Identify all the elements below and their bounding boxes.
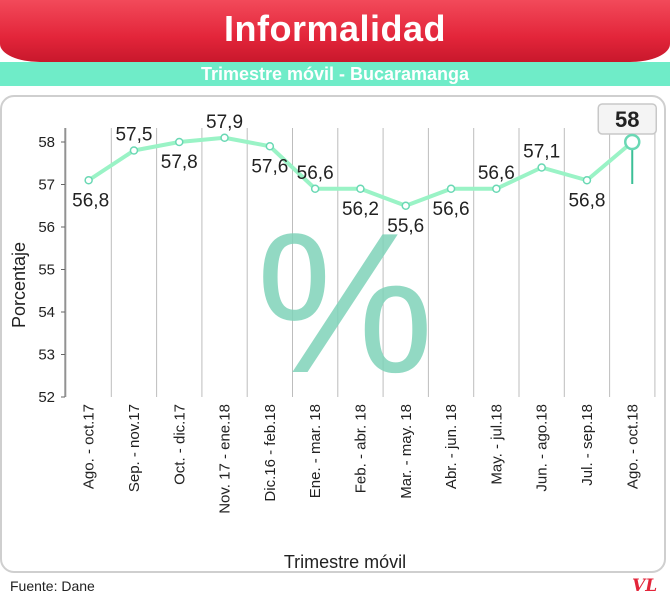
x-tick-label: Mar. - may. 18 — [398, 404, 415, 499]
data-label: 56,2 — [342, 199, 379, 220]
data-label: 56,6 — [478, 163, 515, 184]
data-point — [537, 163, 546, 172]
data-point — [310, 184, 320, 193]
percent-watermark: % — [256, 192, 434, 415]
data-label: 57,8 — [161, 152, 198, 173]
x-tick-label: Jul. - sep.18 — [579, 404, 596, 486]
x-tick-label: Sep. - nov.17 — [126, 404, 143, 492]
x-tick-label: Nov. 17 - ene.18 — [217, 404, 234, 514]
data-label: 55,6 — [387, 216, 424, 237]
data-point — [129, 146, 139, 155]
y-tick-label: 54 — [38, 304, 55, 321]
data-label: 58 — [615, 107, 639, 132]
data-label: 57,9 — [206, 112, 243, 133]
x-tick-label: Oct. - dic.17 — [171, 404, 188, 485]
callout-box — [597, 103, 657, 135]
data-label: 56,6 — [297, 163, 334, 184]
data-label: 56,6 — [433, 199, 470, 220]
chart-subtitle: Trimestre móvil - Bucaramanga — [200, 64, 470, 84]
x-tick-label: Ago. - oct.18 — [624, 404, 641, 489]
source-note: Fuente: Dane — [10, 578, 95, 594]
data-point — [265, 142, 275, 151]
data-label: 57,6 — [251, 156, 288, 177]
x-tick-label: Ene. - mar. 18 — [307, 404, 324, 498]
y-tick-label: 52 — [38, 389, 55, 406]
data-label: 57,5 — [115, 125, 152, 146]
x-tick-label: Dic.16 - feb.18 — [262, 404, 279, 502]
data-point — [356, 184, 365, 193]
data-point — [582, 176, 592, 185]
subtitle-bar — [0, 62, 670, 86]
logo-letter-l: L — [645, 576, 658, 596]
data-point — [220, 133, 229, 142]
data-point — [175, 137, 184, 147]
title-banner — [0, 0, 670, 62]
logo-letter-v: V — [632, 576, 646, 596]
x-tick-label: Jun. - ago.18 — [534, 404, 551, 492]
data-point — [624, 133, 641, 151]
y-tick-label: 58 — [38, 134, 55, 151]
data-point — [401, 201, 410, 210]
x-tick-label: May. - jul.18 — [488, 404, 505, 485]
x-tick-label: Ago. - oct.17 — [81, 404, 98, 489]
data-label: 56,8 — [72, 190, 109, 211]
x-axis-label: Trimestre móvil — [284, 552, 406, 572]
x-tick-label: Feb. - abr. 18 — [352, 404, 369, 493]
y-axis-label: Porcentaje — [9, 242, 29, 328]
y-tick-label: 53 — [38, 347, 55, 364]
x-tick-label: Abr. - jun. 18 — [443, 404, 460, 489]
data-label: 57,1 — [523, 142, 560, 163]
y-tick-label: 57 — [38, 177, 55, 194]
chart-title: Informalidad — [223, 8, 447, 49]
data-label: 56,8 — [568, 190, 605, 211]
data-point — [84, 176, 93, 185]
y-tick-label: 56 — [38, 219, 55, 236]
brand-logo: VL — [632, 576, 657, 596]
data-point — [446, 184, 456, 193]
y-tick-label: 55 — [38, 262, 55, 279]
data-point — [492, 184, 501, 193]
